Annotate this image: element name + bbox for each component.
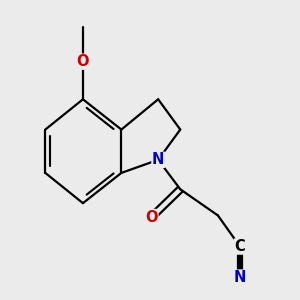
Text: N: N bbox=[234, 270, 246, 285]
Text: C: C bbox=[235, 239, 245, 254]
Text: O: O bbox=[77, 54, 89, 69]
Text: O: O bbox=[146, 210, 158, 225]
Text: N: N bbox=[152, 152, 164, 167]
